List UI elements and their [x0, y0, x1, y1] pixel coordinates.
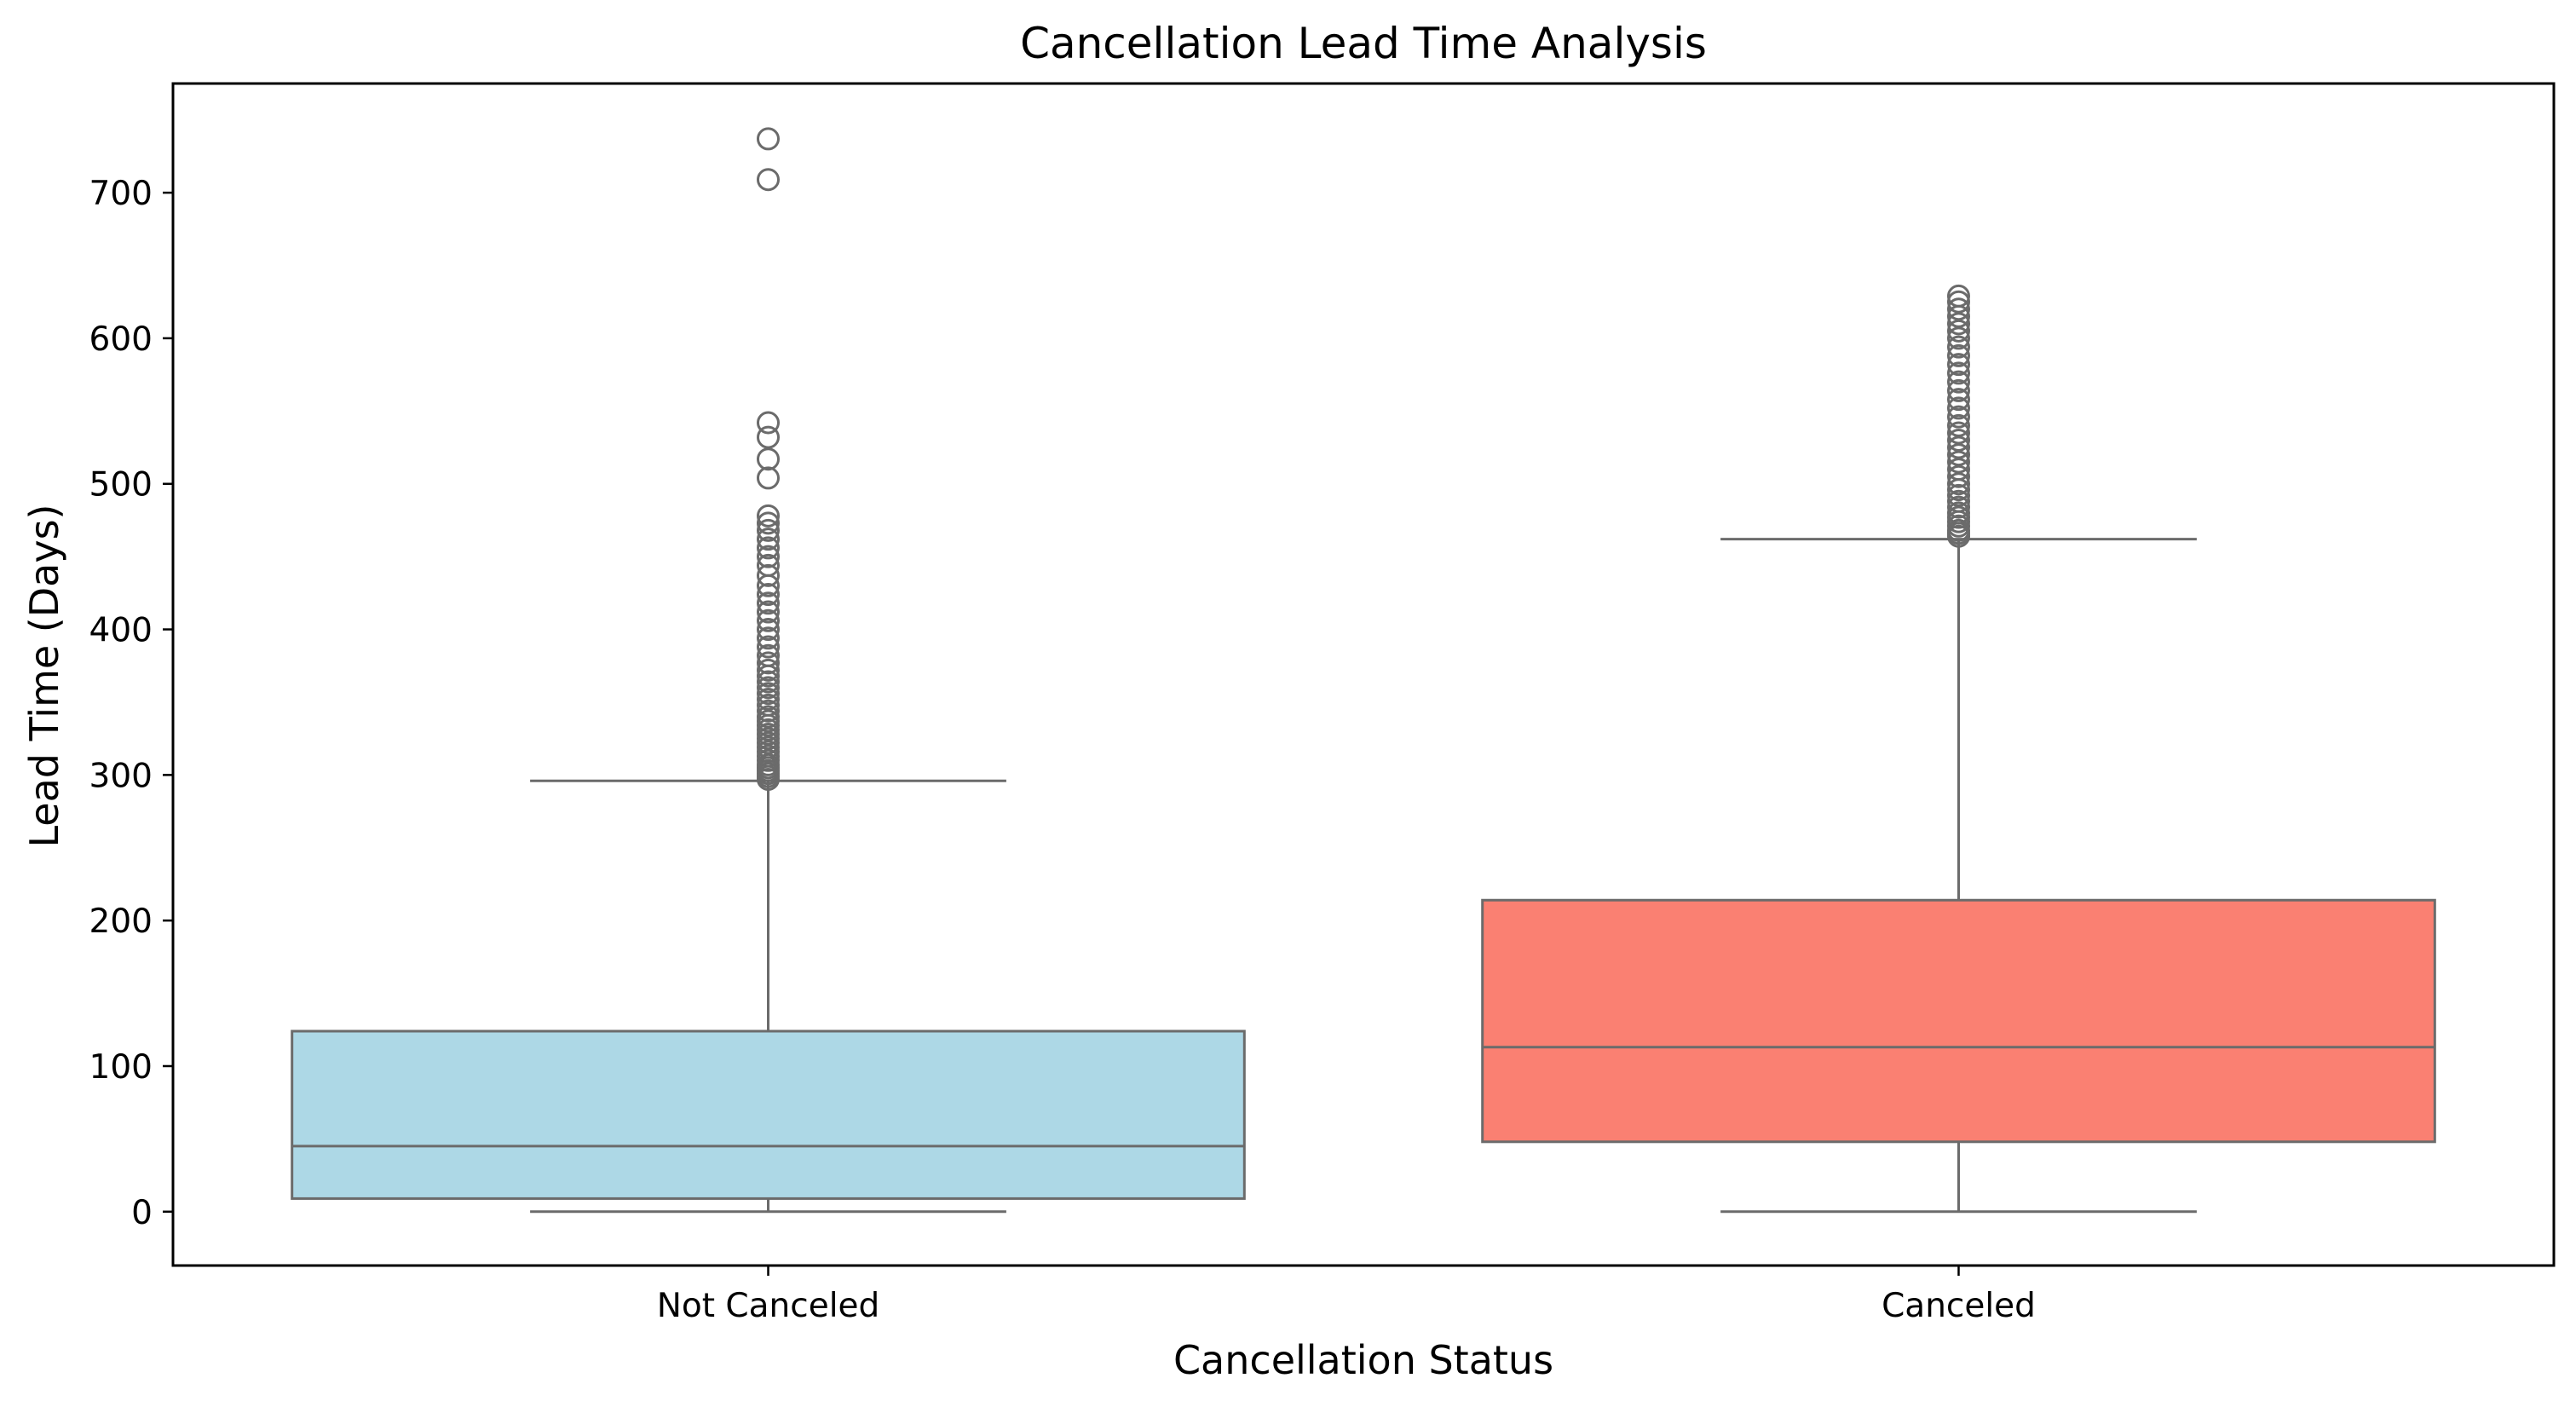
outlier-point	[1947, 290, 1970, 314]
plot-frame	[171, 82, 2556, 1267]
outlier-point	[757, 658, 780, 682]
outlier-point	[1947, 312, 1970, 336]
outlier-point	[1947, 435, 1970, 459]
outlier-point	[1947, 483, 1970, 507]
y-tick-label: 500	[89, 466, 153, 505]
outlier-point	[757, 447, 780, 471]
outlier-point	[1947, 464, 1970, 488]
y-tick-label: 600	[89, 320, 153, 359]
outlier-point	[757, 504, 780, 528]
outlier-point	[1947, 343, 1970, 367]
outlier-point	[1947, 378, 1970, 402]
outlier-point	[757, 643, 780, 667]
outlier-point	[757, 705, 780, 729]
outlier-point	[1947, 501, 1970, 525]
y-tick-label: 400	[89, 612, 153, 650]
outlier-point	[757, 545, 780, 568]
outlier-point	[1947, 443, 1970, 467]
outlier-point	[1947, 388, 1970, 412]
outlier-point	[757, 699, 780, 723]
outlier-point	[757, 591, 780, 615]
outlier-point	[757, 682, 780, 706]
outlier-point	[1947, 472, 1970, 496]
outlier-point	[757, 511, 780, 535]
outlier-point	[1947, 495, 1970, 519]
outlier-point	[757, 583, 780, 607]
outlier-point	[757, 425, 780, 449]
outlier-point	[1947, 370, 1970, 394]
outlier-point	[1947, 361, 1970, 385]
outlier-point	[757, 626, 780, 650]
outlier-point	[1947, 450, 1970, 474]
outlier-point	[1947, 428, 1970, 452]
box-not-canceled	[291, 1029, 1246, 1200]
y-tick-label: 700	[89, 175, 153, 213]
outlier-point	[757, 608, 780, 632]
outlier-point	[1947, 353, 1970, 377]
x-tick-label: Canceled	[1882, 1287, 2036, 1325]
outlier-point	[757, 688, 780, 712]
outlier-point	[757, 536, 780, 560]
outlier-point	[757, 618, 780, 642]
outlier-point	[757, 127, 780, 151]
plot-area: 0 100 200 300 400 500 600 700 Not Canceled Cancel…	[89, 82, 2556, 1325]
chart-title: Cancellation Lead Time Analysis	[1020, 19, 1707, 68]
x-axis-label: Cancellation Status	[1173, 1337, 1553, 1383]
outlier-point	[1947, 335, 1970, 359]
outlier-point	[757, 693, 780, 717]
outlier-point	[1947, 396, 1970, 420]
outlier-point	[757, 518, 780, 542]
outlier-point	[1947, 297, 1970, 321]
outlier-point	[757, 168, 780, 192]
outlier-point	[757, 466, 780, 490]
outlier-point	[757, 635, 780, 659]
outlier-point	[757, 676, 780, 700]
outlier-point	[757, 411, 780, 435]
outlier-point	[757, 600, 780, 624]
y-tick-label: 100	[89, 1048, 153, 1087]
x-tick-label: Not Canceled	[657, 1287, 880, 1325]
y-tick-label: 200	[89, 902, 153, 941]
box-canceled	[1481, 898, 2436, 1144]
outlier-point	[1947, 421, 1970, 445]
outlier-point	[1947, 405, 1970, 429]
y-axis-label: Lead Time (Days)	[21, 504, 67, 847]
y-tick-label: 300	[89, 757, 153, 795]
y-tick-label: 0	[131, 1194, 153, 1232]
outlier-point	[757, 563, 780, 587]
outlier-point	[757, 553, 780, 577]
outlier-point	[757, 651, 780, 675]
outlier-point	[757, 670, 780, 694]
outlier-point	[1947, 284, 1970, 308]
outlier-point	[1947, 489, 1970, 513]
outlier-point	[1947, 319, 1970, 343]
outlier-point	[1947, 326, 1970, 350]
outlier-point	[1947, 413, 1970, 437]
outlier-point	[757, 528, 780, 551]
outlier-point	[1947, 458, 1970, 481]
